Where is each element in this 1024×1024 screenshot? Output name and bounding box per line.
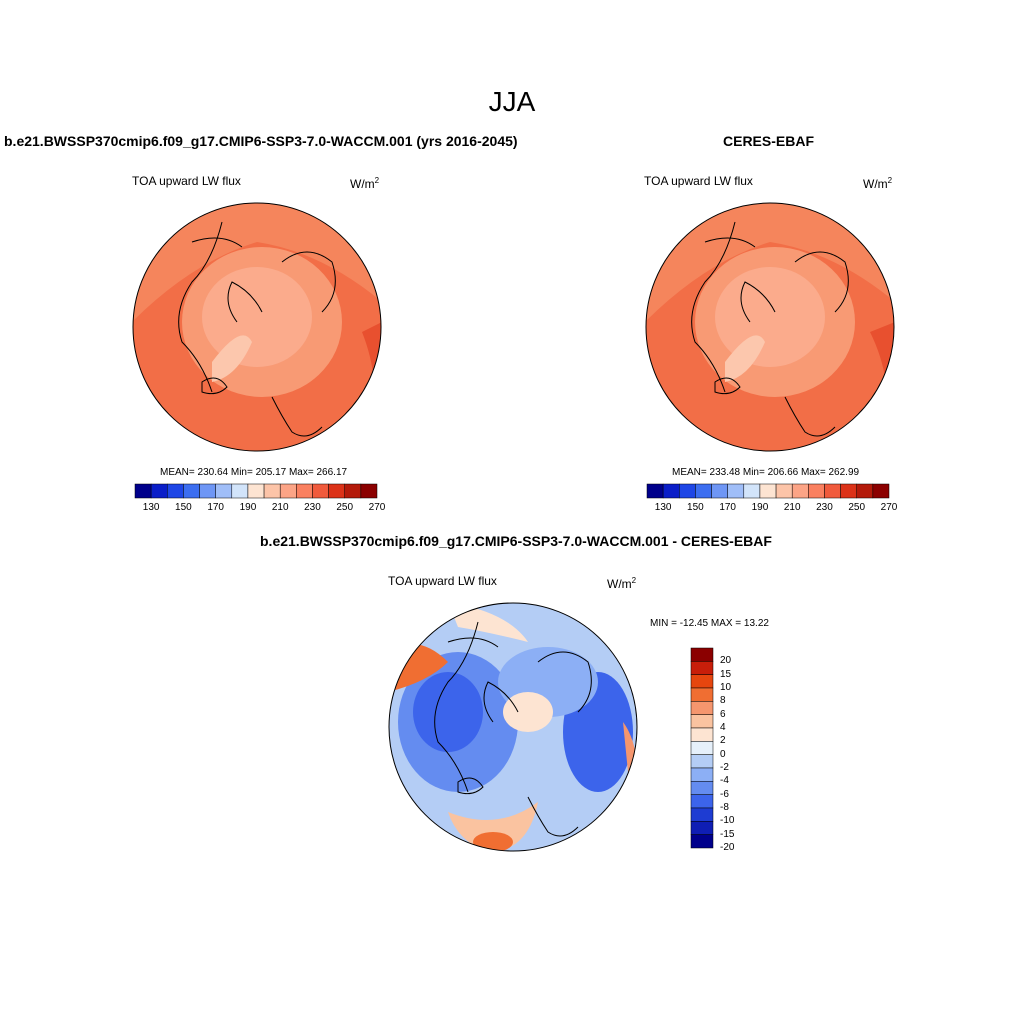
colorbar-swatch <box>247 483 265 499</box>
colorbar-tick-label: 270 <box>880 502 898 513</box>
panel-3-statistics: MIN = -12.45 MAX = 13.22 <box>650 618 769 629</box>
colorbar-tick-label: -10 <box>720 815 735 827</box>
colorbar-swatch <box>727 483 745 499</box>
colorbar-swatch <box>296 483 313 499</box>
colorbar-swatch <box>312 483 329 499</box>
colorbar-swatch <box>840 483 857 499</box>
colorbar-swatch <box>711 483 728 499</box>
colorbar-tick-label: 10 <box>720 682 732 693</box>
colorbar-swatch <box>690 701 714 715</box>
colorbar-swatch <box>690 661 714 675</box>
panel-1-statistics: MEAN= 230.64 Min= 205.17 Max= 266.17 <box>160 467 348 478</box>
panel-3-title: b.e21.BWSSP370cmip6.f09_g17.CMIP6-SSP3-7… <box>260 533 772 549</box>
colorbar-swatch <box>872 483 890 499</box>
colorbar-tick-label: 130 <box>142 502 160 513</box>
colorbar-tick-label: 190 <box>751 502 769 513</box>
colorbar-tick-label: 4 <box>720 722 726 733</box>
colorbar-swatch <box>360 483 378 499</box>
colorbar-tick-label: 230 <box>304 502 321 513</box>
colorbar-swatch <box>690 767 714 782</box>
colorbar-tick-label: -8 <box>720 802 729 813</box>
colorbar-swatch <box>183 483 200 499</box>
colorbar-tick-label: 230 <box>816 502 833 513</box>
colorbar-swatch <box>690 834 714 849</box>
colorbar-swatch <box>690 714 714 729</box>
colorbar-tick-label: 250 <box>336 502 354 513</box>
colorbar-tick-label: -4 <box>720 775 729 787</box>
colorbar-swatch <box>856 483 874 499</box>
colorbar-tick-label: 190 <box>239 502 257 513</box>
colorbar-swatch <box>279 483 297 499</box>
figure-title: JJA <box>488 86 536 117</box>
colorbar-tick-label: 2 <box>720 735 726 747</box>
colorbar-swatch <box>824 483 841 499</box>
colorbar-tick-label: 15 <box>720 668 732 680</box>
panel-1-units: W/m2 <box>350 176 380 191</box>
colorbar-tick-label: 250 <box>848 502 866 513</box>
colorbar-swatch <box>679 483 696 499</box>
panel-1-variable-label: TOA upward LW flux <box>132 174 241 188</box>
colorbar-swatch <box>791 483 809 499</box>
colorbar-tick-label: -20 <box>720 842 735 853</box>
colorbar-tick-label: 270 <box>368 502 386 513</box>
panel-2-title: CERES-EBAF <box>723 133 815 149</box>
colorbar-tick-label: 210 <box>783 502 801 513</box>
colorbar-swatch <box>263 483 281 499</box>
colorbar-swatch <box>695 483 712 499</box>
colorbar-swatch <box>690 741 714 755</box>
colorbar-swatch <box>344 483 362 499</box>
panel-3-polar-map <box>388 602 638 852</box>
colorbar-swatch <box>690 674 714 689</box>
colorbar-tick-label: -2 <box>720 762 729 773</box>
colorbar-swatch <box>328 483 345 499</box>
colorbar-swatch <box>690 687 714 702</box>
colorbar-swatch <box>167 483 184 499</box>
panel-2-colorbar-ticks: 130 150 170 190 210 230 250 270 <box>647 502 898 516</box>
colorbar-swatch <box>231 483 249 499</box>
colorbar-tick-label: 170 <box>207 502 224 513</box>
colorbar-swatch <box>808 483 825 499</box>
colorbar-tick-label: 130 <box>654 502 672 513</box>
panel-2-polar-map <box>645 202 895 452</box>
colorbar-swatch <box>690 647 714 662</box>
colorbar-tick-label: -15 <box>720 828 735 840</box>
colorbar-swatch <box>690 727 714 742</box>
panel-3-variable-label: TOA upward LW flux <box>388 574 497 588</box>
panel-1-title: b.e21.BWSSP370cmip6.f09_g17.CMIP6-SSP3-7… <box>4 133 518 149</box>
colorbar-swatch <box>215 483 233 499</box>
colorbar-tick-label: -6 <box>720 788 729 800</box>
panel-1-colorbar <box>134 483 378 499</box>
colorbar-swatch <box>775 483 793 499</box>
panel-2-variable-label: TOA upward LW flux <box>644 174 753 188</box>
colorbar-swatch <box>690 754 714 769</box>
colorbar-swatch <box>150 483 168 499</box>
panel-2-statistics: MEAN= 233.48 Min= 206.66 Max= 262.99 <box>672 467 860 478</box>
colorbar-swatch <box>759 483 777 499</box>
colorbar-swatch <box>662 483 680 499</box>
panel-2-colorbar <box>646 483 890 499</box>
panel-2-units: W/m2 <box>863 176 893 191</box>
colorbar-swatch <box>646 483 664 499</box>
colorbar-tick-label: 20 <box>720 655 732 667</box>
panel-3-units: W/m2 <box>607 576 637 591</box>
colorbar-tick-label: 150 <box>687 502 704 513</box>
colorbar-tick-label: 0 <box>720 748 726 760</box>
colorbar-tick-label: 150 <box>175 502 192 513</box>
panel-3-colorbar <box>690 647 714 849</box>
colorbar-tick-label: 170 <box>719 502 736 513</box>
colorbar-swatch <box>199 483 216 499</box>
panel-1-polar-map <box>132 202 382 452</box>
colorbar-tick-label: 6 <box>720 708 726 720</box>
colorbar-swatch <box>690 794 714 809</box>
colorbar-swatch <box>134 483 152 499</box>
panel-1-colorbar-ticks: 130 150 170 190 210 230 250 270 <box>135 502 386 516</box>
colorbar-swatch <box>690 807 714 822</box>
colorbar-swatch <box>690 821 714 835</box>
colorbar-tick-label: 8 <box>720 695 726 707</box>
colorbar-swatch <box>690 781 714 795</box>
colorbar-tick-label: 210 <box>271 502 289 513</box>
colorbar-swatch <box>743 483 761 499</box>
